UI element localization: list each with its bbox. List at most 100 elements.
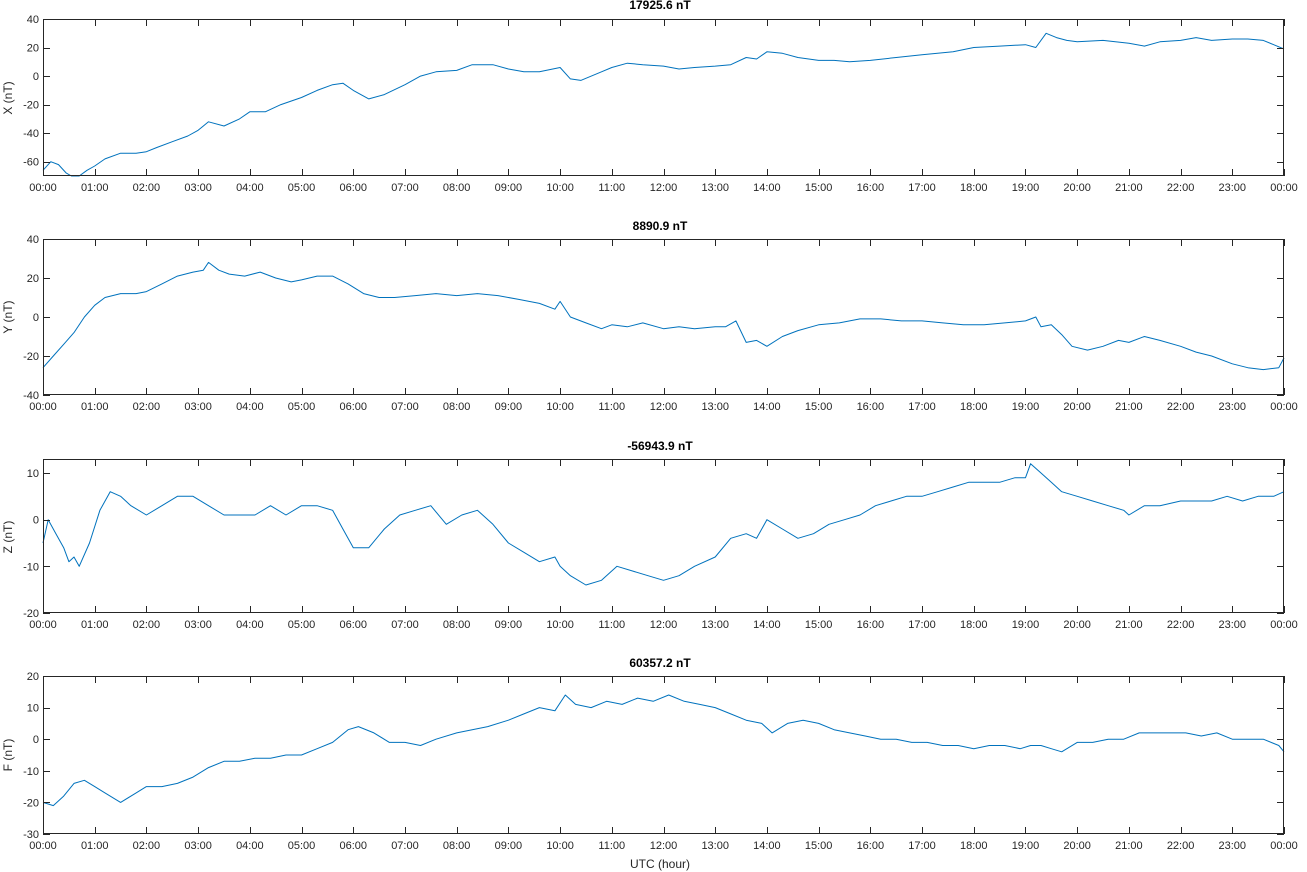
panel-z-xtick-label: 11:00 — [598, 619, 625, 631]
panel-z-ylabel: Z (nT) — [1, 521, 15, 554]
panel-y-plot: 00:00 01:00 02:00 03:00 04:00 05:00 06:00 07:00… — [23, 234, 1298, 413]
panel-y-xtick-label: 11:00 — [598, 401, 625, 413]
panel-x-axis-box — [43, 19, 1284, 176]
panel-z-xtick-label: 10:00 — [546, 619, 574, 631]
panel-y-xtick-label: 08:00 — [443, 401, 471, 413]
panel-y-xtick-label: 04:00 — [236, 401, 264, 413]
panel-z-xtick-label: 12:00 — [650, 619, 678, 631]
panel-y-xtick-label: 06:00 — [339, 401, 367, 413]
panel-y-ytick-label: 40 — [27, 234, 39, 246]
panel-y-xtick-label: 19:00 — [1012, 401, 1040, 413]
panel-z-plot: 00:00 01:00 02:00 03:00 04:00 05:00 06:00 07:00… — [23, 459, 1298, 631]
panel-z-xtick-label: 22:00 — [1167, 619, 1195, 631]
panel-f-xtick-label: 05:00 — [288, 840, 316, 852]
panel-f-xtick-label: 07:00 — [391, 840, 419, 852]
panel-y-xtick-label: 22:00 — [1167, 401, 1195, 413]
panel-f-xtick-label: 17:00 — [908, 840, 936, 852]
panel-y-xtick-label: 16:00 — [857, 401, 885, 413]
panel-z-xtick-label: 01:00 — [81, 619, 109, 631]
panel-x-xtick-label: 14:00 — [753, 182, 781, 194]
panel-f-title: 60357.2 nT — [629, 656, 691, 670]
panel-z-xtick-label: 15:00 — [805, 619, 833, 631]
panel-y-xtick-label: 21:00 — [1115, 401, 1143, 413]
panel-f-xtick-label: 04:00 — [236, 840, 264, 852]
panel-y-axis-box — [43, 239, 1284, 395]
panel-f-plot: 00:00 01:00 02:00 03:00 04:00 05:00 06:00 07:00… — [23, 671, 1298, 852]
panel-y-xtick-label: 20:00 — [1063, 401, 1091, 413]
panel-f-xtick-label: 18:00 — [960, 840, 988, 852]
panel-y-xtick-label: 17:00 — [908, 401, 936, 413]
panel-f-xtick-label: 21:00 — [1115, 840, 1143, 852]
panel-y-xtick-label: 05:00 — [288, 401, 316, 413]
panel-x-ytick-label: -40 — [23, 128, 39, 140]
panel-f-ytick-label: -30 — [23, 829, 39, 841]
panel-x-xtick-label: 16:00 — [857, 182, 885, 194]
panel-z-title: -56943.9 nT — [627, 439, 693, 453]
panel-x-xtick-label: 20:00 — [1063, 182, 1091, 194]
panel-y-ytick-label: 20 — [27, 273, 39, 285]
panel-f-xtick-label: 09:00 — [495, 840, 523, 852]
panel-x-xtick-label: 13:00 — [701, 182, 729, 194]
panel-f-series-line-0 — [42, 694, 1285, 807]
panel-x-ytick-label: 40 — [27, 14, 39, 26]
panel-z-xtick-label: 05:00 — [288, 619, 316, 631]
panel-y-xtick-label: 10:00 — [546, 401, 574, 413]
panel-y-title: 8890.9 nT — [633, 219, 688, 233]
panel-f-xtick-label: 14:00 — [753, 840, 781, 852]
panel-f-ytick-label: -10 — [23, 766, 39, 778]
panel-y-ytick-label: -40 — [23, 390, 39, 402]
panel-x-xtick-label: 01:00 — [81, 182, 109, 194]
panel-z-xtick-label: 00:00 — [29, 619, 57, 631]
panel-z-xtick-label: 03:00 — [184, 619, 212, 631]
panel-z-xtick-label: 18:00 — [960, 619, 988, 631]
panel-z-xtick-label: 21:00 — [1115, 619, 1143, 631]
panel-z-xtick-label: 14:00 — [753, 619, 781, 631]
panel-f-xtick-label: 06:00 — [339, 840, 367, 852]
panel-x-title: 17925.6 nT — [629, 0, 691, 12]
panel-x-ytick-label: -20 — [23, 100, 39, 112]
panel-z-ytick-label: -10 — [23, 561, 39, 573]
panel-y-xtick-label: 03:00 — [184, 401, 212, 413]
panel-y-xtick-label: 12:00 — [650, 401, 678, 413]
panel-f-axis-box — [43, 676, 1284, 834]
panel-x-xtick-label: 09:00 — [495, 182, 523, 194]
panel-y-xtick-label: 09:00 — [495, 401, 523, 413]
panel-z-xtick-label: 00:00 — [1270, 619, 1298, 631]
panel-f-xtick-label: 20:00 — [1063, 840, 1091, 852]
panel-f-xtick-label: 23:00 — [1219, 840, 1247, 852]
panel-y-xtick-label: 01:00 — [81, 401, 109, 413]
panel-x: 17925.6 nT X (nT) 00:00 01:00 02:00 03:00 04… — [1, 0, 1298, 194]
panel-f-xtick-label: 12:00 — [650, 840, 678, 852]
panel-f-ytick-label: 10 — [27, 703, 39, 715]
panel-x-xtick-label: 22:00 — [1167, 182, 1195, 194]
panel-x-ytick-label: 20 — [27, 43, 39, 55]
panel-x-ytick-label: 0 — [33, 71, 39, 83]
panel-x-xtick-label: 07:00 — [391, 182, 419, 194]
panel-f-xtick-label: 16:00 — [857, 840, 885, 852]
x-axis-label: UTC (hour) — [630, 857, 690, 871]
panel-f-xtick-label: 10:00 — [546, 840, 574, 852]
panel-z-ytick-label: -20 — [23, 608, 39, 620]
panel-x-xtick-label: 03:00 — [184, 182, 212, 194]
panel-z-xtick-label: 17:00 — [908, 619, 936, 631]
panel-f-xtick-label: 22:00 — [1167, 840, 1195, 852]
panel-f-xtick-label: 08:00 — [443, 840, 471, 852]
panel-f-xtick-label: 03:00 — [184, 840, 212, 852]
panel-y-xtick-label: 02:00 — [133, 401, 161, 413]
panel-f-xtick-label: 13:00 — [701, 840, 729, 852]
panel-z-xtick-label: 06:00 — [339, 619, 367, 631]
panel-y-ytick-label: -20 — [23, 351, 39, 363]
panel-f-ylabel: F (nT) — [1, 739, 15, 772]
panel-x-plot: 00:00 01:00 02:00 03:00 04:00 05:00 06:00 07:00… — [23, 14, 1298, 194]
panel-x-xtick-label: 00:00 — [29, 182, 57, 194]
panel-x-xtick-label: 05:00 — [288, 182, 316, 194]
panel-y-xtick-label: 18:00 — [960, 401, 988, 413]
panel-x-xtick-label: 11:00 — [598, 182, 625, 194]
panel-y-xtick-label: 14:00 — [753, 401, 781, 413]
panel-x-xtick-label: 12:00 — [650, 182, 678, 194]
panel-z-xtick-label: 13:00 — [701, 619, 729, 631]
panel-x-xtick-label: 18:00 — [960, 182, 988, 194]
panel-y-xtick-label: 07:00 — [391, 401, 419, 413]
panel-y: 8890.9 nT Y (nT) 00:00 01:00 02:00 03:00 04:… — [1, 219, 1298, 413]
